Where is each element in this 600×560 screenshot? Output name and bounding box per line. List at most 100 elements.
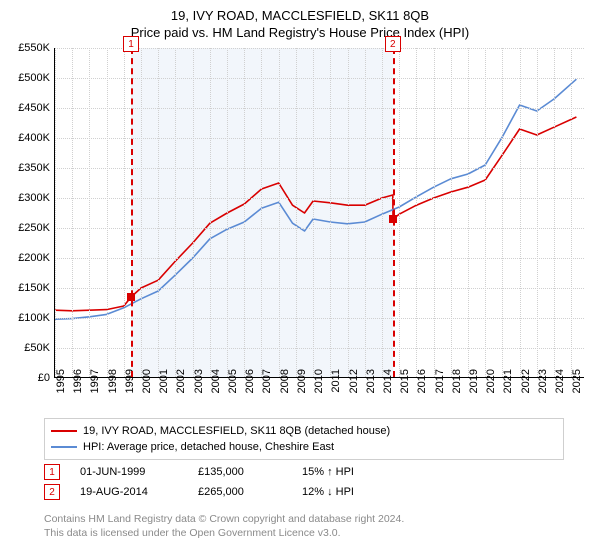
grid-vertical: [261, 48, 262, 377]
grid-vertical: [537, 48, 538, 377]
grid-horizontal: [55, 168, 584, 169]
grid-horizontal: [55, 78, 584, 79]
x-tick-label: 2024: [554, 369, 566, 393]
x-tick-label: 2022: [520, 369, 532, 393]
grid-vertical: [468, 48, 469, 377]
event-date: 19-AUG-2014: [64, 486, 194, 498]
event-table: 101-JUN-1999£135,00015% ↑ HPI219-AUG-201…: [44, 462, 564, 502]
event-marker-line: [393, 48, 395, 377]
legend: 19, IVY ROAD, MACCLESFIELD, SK11 8QB (de…: [44, 418, 564, 460]
chart-container: 19, IVY ROAD, MACCLESFIELD, SK11 8QB Pri…: [0, 0, 600, 560]
x-tick-label: 2004: [210, 369, 222, 393]
series-price_paid: [55, 117, 576, 311]
chart-title: 19, IVY ROAD, MACCLESFIELD, SK11 8QB: [0, 0, 600, 23]
grid-vertical: [158, 48, 159, 377]
grid-vertical: [382, 48, 383, 377]
x-tick-label: 2017: [434, 369, 446, 393]
x-tick-label: 2000: [141, 369, 153, 393]
grid-horizontal: [55, 228, 584, 229]
y-tick-label: £150K: [18, 282, 50, 294]
legend-swatch: [51, 430, 77, 432]
y-tick-label: £100K: [18, 312, 50, 324]
grid-vertical: [227, 48, 228, 377]
x-tick-label: 2005: [227, 369, 239, 393]
grid-horizontal: [55, 198, 584, 199]
event-badge: 2: [385, 36, 401, 52]
grid-vertical: [520, 48, 521, 377]
event-date: 01-JUN-1999: [64, 466, 194, 478]
grid-vertical: [399, 48, 400, 377]
grid-vertical: [416, 48, 417, 377]
grid-horizontal: [55, 108, 584, 109]
y-tick-label: £200K: [18, 252, 50, 264]
grid-horizontal: [55, 138, 584, 139]
attribution-text: Contains HM Land Registry data © Crown c…: [44, 512, 564, 540]
grid-vertical: [348, 48, 349, 377]
x-tick-label: 1999: [124, 369, 136, 393]
grid-vertical: [193, 48, 194, 377]
grid-vertical: [554, 48, 555, 377]
event-row: 2 19-AUG-2014 £265,000 12% ↓ HPI: [44, 482, 564, 502]
grid-vertical: [55, 48, 56, 377]
event-pct: 12% ↓ HPI: [302, 486, 412, 498]
x-tick-label: 2001: [158, 369, 170, 393]
event-pct: 15% ↑ HPI: [302, 466, 412, 478]
grid-vertical: [313, 48, 314, 377]
grid-vertical: [89, 48, 90, 377]
grid-vertical: [244, 48, 245, 377]
y-tick-label: £500K: [18, 72, 50, 84]
x-tick-label: 2016: [416, 369, 428, 393]
y-tick-label: £300K: [18, 192, 50, 204]
x-tick-label: 1995: [55, 369, 67, 393]
x-tick-label: 2007: [261, 369, 273, 393]
grid-vertical: [210, 48, 211, 377]
x-tick-label: 1997: [89, 369, 101, 393]
x-tick-label: 2011: [330, 369, 342, 393]
event-marker-line: [131, 48, 133, 377]
event-row-badge: 2: [44, 484, 60, 500]
grid-vertical: [502, 48, 503, 377]
grid-vertical: [107, 48, 108, 377]
y-tick-label: £450K: [18, 102, 50, 114]
event-row-badge: 1: [44, 464, 60, 480]
x-tick-label: 2010: [313, 369, 325, 393]
legend-item: HPI: Average price, detached house, Ches…: [51, 439, 557, 455]
y-tick-label: £250K: [18, 222, 50, 234]
x-tick-label: 2019: [468, 369, 480, 393]
grid-vertical: [571, 48, 572, 377]
grid-vertical: [141, 48, 142, 377]
event-price: £265,000: [198, 486, 298, 498]
y-tick-label: £50K: [24, 342, 50, 354]
x-tick-label: 2021: [502, 369, 514, 393]
grid-vertical: [279, 48, 280, 377]
data-point-marker: [127, 293, 135, 301]
x-tick-label: 2015: [399, 369, 411, 393]
event-badge: 1: [123, 36, 139, 52]
x-tick-label: 2012: [348, 369, 360, 393]
y-tick-label: £350K: [18, 162, 50, 174]
x-tick-label: 2013: [365, 369, 377, 393]
x-tick-label: 2002: [175, 369, 187, 393]
grid-vertical: [124, 48, 125, 377]
x-tick-label: 1996: [72, 369, 84, 393]
grid-vertical: [330, 48, 331, 377]
plot-area: 1995199619971998199920002001200220032004…: [54, 48, 584, 378]
chart-subtitle: Price paid vs. HM Land Registry's House …: [0, 23, 600, 40]
x-tick-label: 2008: [279, 369, 291, 393]
attribution-line: This data is licensed under the Open Gov…: [44, 526, 564, 540]
grid-horizontal: [55, 318, 584, 319]
x-tick-label: 2023: [537, 369, 549, 393]
grid-vertical: [175, 48, 176, 377]
x-tick-label: 2025: [571, 369, 583, 393]
grid-vertical: [434, 48, 435, 377]
attribution-line: Contains HM Land Registry data © Crown c…: [44, 512, 564, 526]
x-tick-label: 2003: [193, 369, 205, 393]
x-tick-label: 2020: [485, 369, 497, 393]
line-series-svg: [55, 48, 585, 378]
y-tick-label: £550K: [18, 42, 50, 54]
x-tick-label: 1998: [107, 369, 119, 393]
x-tick-label: 2006: [244, 369, 256, 393]
grid-horizontal: [55, 258, 584, 259]
grid-horizontal: [55, 288, 584, 289]
x-tick-label: 2009: [296, 369, 308, 393]
